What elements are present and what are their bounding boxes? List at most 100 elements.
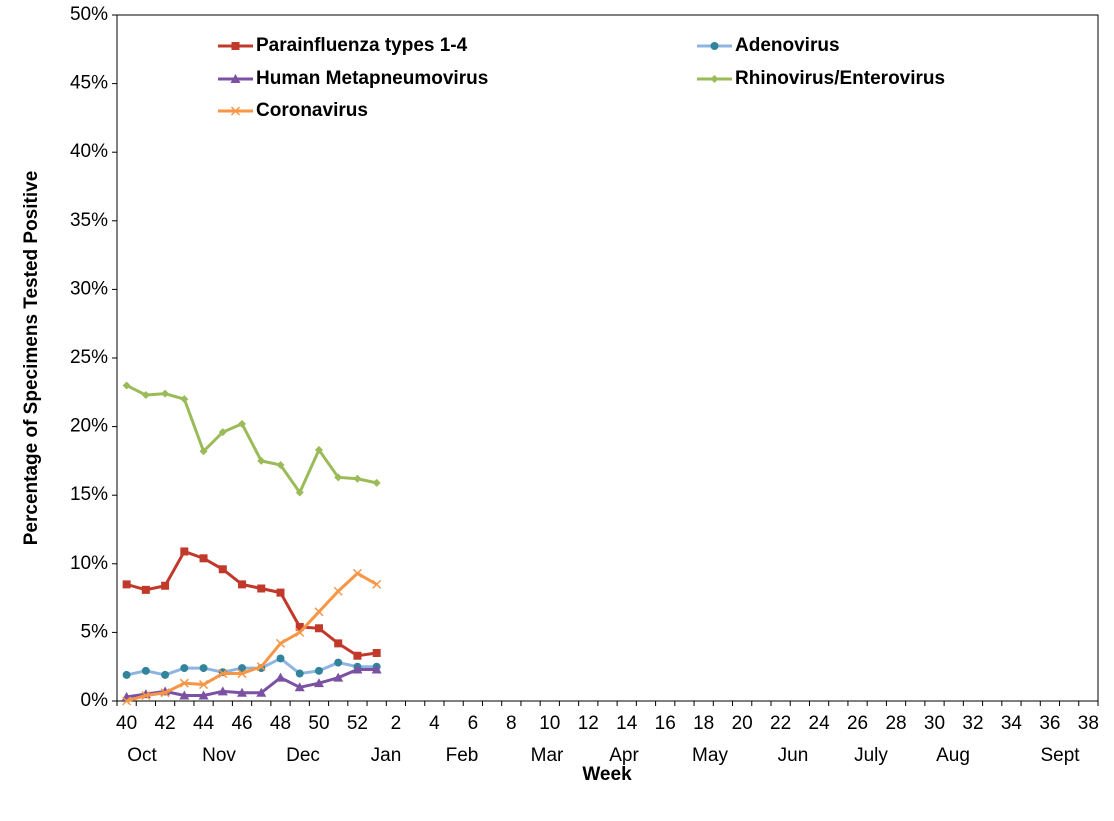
x-tick-label: 50 — [308, 713, 329, 734]
marker — [180, 664, 189, 673]
marker — [294, 682, 305, 692]
x-tick-label: 40 — [116, 713, 137, 734]
x-tick-label: 32 — [962, 713, 983, 734]
month-label: May — [692, 745, 728, 766]
marker — [295, 669, 304, 678]
marker — [353, 474, 362, 483]
marker — [161, 389, 170, 398]
legend-label: Adenovirus — [735, 35, 840, 56]
month-label: Nov — [202, 745, 236, 766]
marker — [179, 678, 189, 688]
month-label: Mar — [531, 745, 564, 766]
marker — [199, 664, 208, 673]
x-tick-label: 30 — [924, 713, 945, 734]
marker — [256, 687, 267, 697]
marker — [238, 580, 247, 589]
marker — [161, 581, 170, 590]
x-tick-label: 18 — [693, 713, 714, 734]
marker — [218, 565, 227, 574]
month-label: Oct — [127, 745, 157, 766]
month-label: Jun — [778, 745, 809, 766]
series — [122, 547, 381, 660]
marker — [314, 445, 323, 454]
marker — [199, 447, 208, 456]
marker — [257, 584, 266, 593]
marker — [275, 672, 286, 682]
marker — [275, 638, 286, 648]
marker — [238, 664, 247, 673]
y-tick-label: 0% — [81, 690, 109, 711]
x-tick-label: 44 — [193, 713, 215, 734]
marker — [313, 678, 324, 688]
marker — [122, 670, 131, 679]
marker — [314, 666, 323, 675]
marker — [372, 478, 381, 487]
x-tick-label: 52 — [347, 713, 368, 734]
legend-label: Parainfluenza types 1-4 — [256, 35, 468, 56]
month-label: Aug — [936, 745, 970, 766]
marker — [122, 580, 131, 589]
marker — [179, 690, 190, 700]
y-tick-label: 10% — [70, 553, 108, 574]
x-tick-label: 2 — [391, 713, 402, 734]
marker — [295, 488, 304, 497]
marker — [295, 627, 305, 637]
marker — [256, 662, 266, 672]
marker — [230, 74, 241, 83]
y-tick-label: 25% — [70, 347, 108, 368]
marker — [141, 666, 150, 675]
x-tick-label: 22 — [770, 713, 791, 734]
marker — [217, 686, 228, 696]
marker — [276, 654, 285, 663]
x-tick-label: 28 — [885, 713, 906, 734]
legend-label: Human Metapneumovirus — [256, 68, 488, 89]
y-tick-label: 45% — [70, 73, 108, 94]
y-tick-label: 50% — [70, 4, 108, 25]
month-label: Jan — [371, 745, 402, 766]
marker — [334, 658, 343, 667]
marker — [295, 622, 304, 631]
x-tick-label: 20 — [732, 713, 753, 734]
series-line — [125, 384, 377, 496]
x-axis-label: Week — [582, 764, 632, 785]
y-tick-label: 40% — [70, 141, 108, 162]
marker — [333, 586, 343, 596]
marker — [372, 579, 382, 589]
marker — [122, 381, 131, 390]
marker — [141, 391, 150, 400]
y-axis-label: Percentage of Specimens Tested Positive — [21, 171, 42, 546]
marker — [160, 688, 170, 698]
legend-label: Coronavirus — [256, 100, 368, 121]
marker — [238, 419, 247, 428]
marker — [257, 456, 266, 465]
series — [122, 654, 381, 679]
marker — [237, 669, 247, 679]
y-tick-label: 15% — [70, 484, 108, 505]
marker — [276, 588, 285, 597]
marker — [218, 669, 228, 679]
marker — [334, 639, 343, 648]
legend-label: Rhinovirus/Enterovirus — [735, 68, 945, 89]
month-label: Feb — [446, 745, 479, 766]
marker — [276, 461, 285, 470]
marker — [353, 651, 362, 660]
marker — [141, 585, 150, 594]
x-tick-label: 38 — [1078, 713, 1099, 734]
month-label: Apr — [609, 745, 639, 766]
x-tick-label: 6 — [468, 713, 479, 734]
month-label: Dec — [286, 745, 320, 766]
x-tick-label: 26 — [847, 713, 868, 734]
x-tick-label: 10 — [539, 713, 560, 734]
marker — [180, 395, 189, 404]
marker — [230, 106, 241, 116]
x-tick-label: 16 — [655, 713, 676, 734]
marker — [334, 473, 343, 482]
marker — [710, 75, 719, 83]
marker — [314, 624, 323, 633]
x-tick-label: 4 — [429, 713, 440, 734]
marker — [710, 42, 719, 50]
x-tick-label: 42 — [155, 713, 176, 734]
month-label: Sept — [1040, 745, 1080, 766]
marker — [161, 670, 170, 679]
